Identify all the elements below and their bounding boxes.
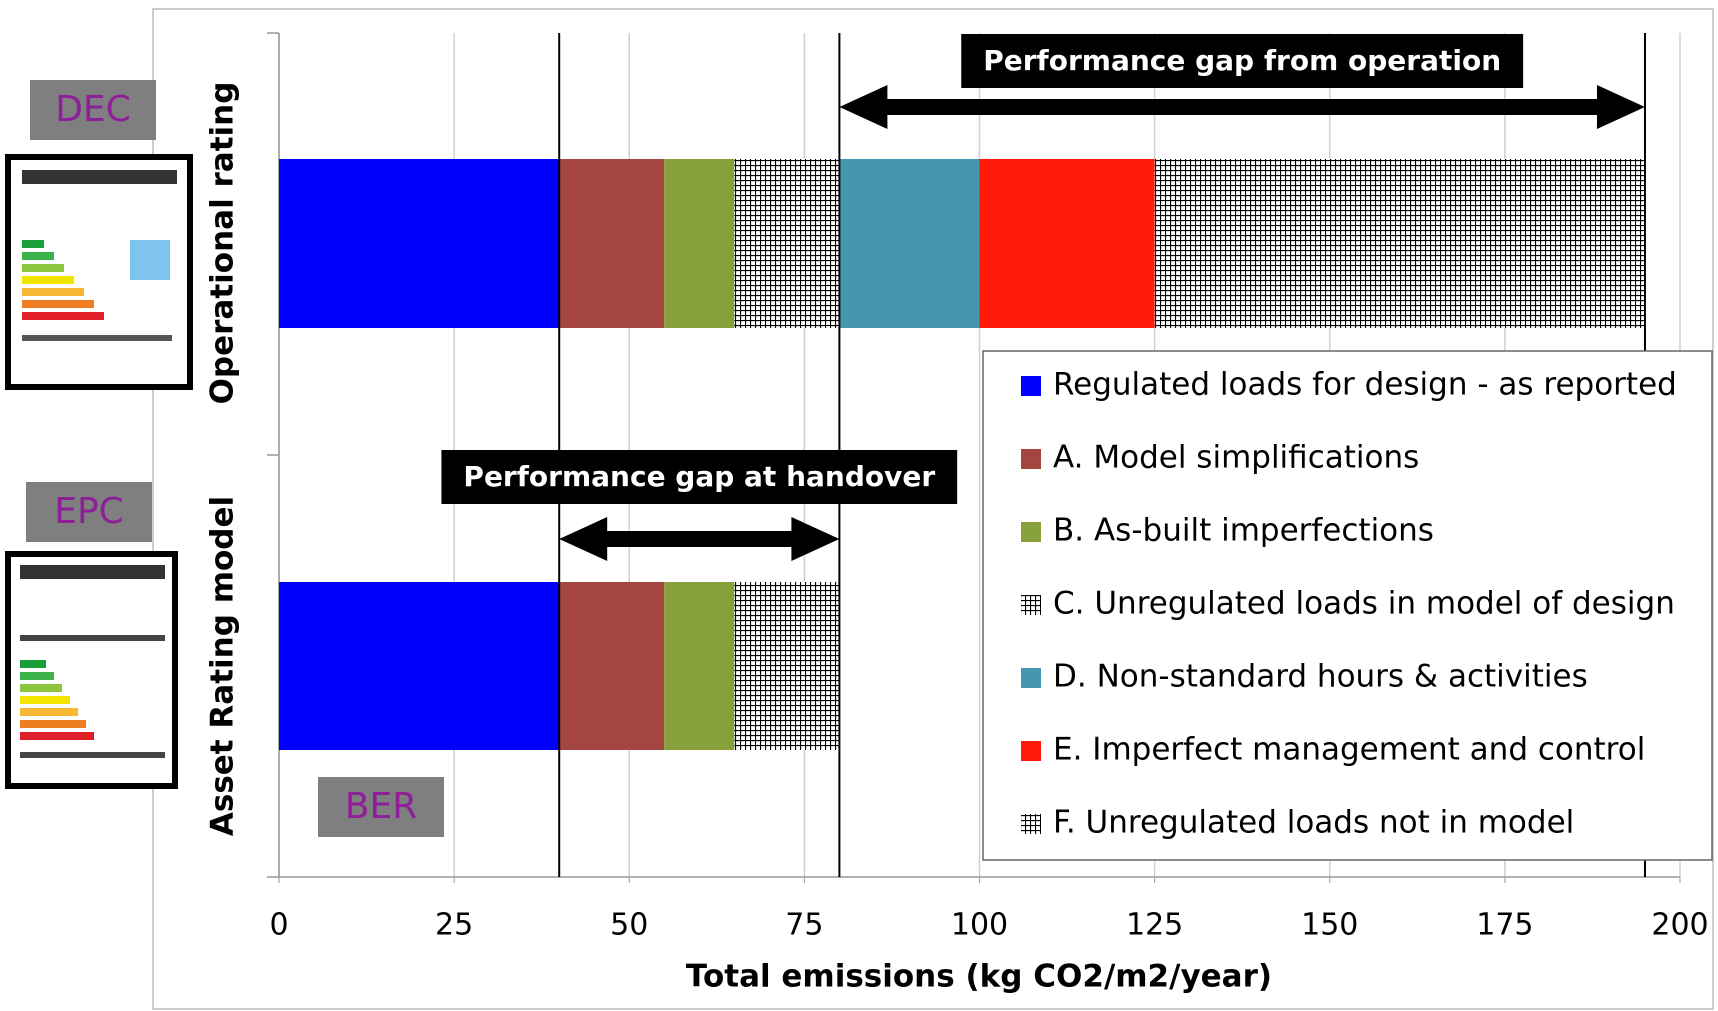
legend-swatch <box>1021 449 1041 469</box>
x-tick-label: 100 <box>951 908 1008 943</box>
legend-swatch <box>1021 595 1041 615</box>
bar-segment <box>279 582 559 750</box>
certificate-thumbnail <box>8 157 190 387</box>
annotation-text: Performance gap from operation <box>983 44 1501 77</box>
page: DEC EPC BER Operational rating Asset Rat… <box>0 0 1718 1011</box>
bar-segment <box>279 159 559 328</box>
legend-swatch <box>1021 814 1041 834</box>
legend-label: B. As-built imperfections <box>1053 513 1434 549</box>
x-axis-label: Total emissions (kg CO2/m2/year) <box>686 959 1272 995</box>
x-tick-label: 25 <box>435 908 473 943</box>
bar-segment <box>559 159 664 328</box>
bar-segment <box>664 159 734 328</box>
badge: DEC <box>55 89 131 130</box>
legend-swatch <box>1021 668 1041 688</box>
x-tick-label: 125 <box>1126 908 1183 943</box>
legend-label: C. Unregulated loads in model of design <box>1053 586 1675 622</box>
x-tick-label: 0 <box>269 908 288 943</box>
bar-segment <box>559 582 664 750</box>
x-tick-label: 50 <box>610 908 648 943</box>
annotation-text: Performance gap at handover <box>463 460 935 493</box>
chart: DEC EPC BER Operational rating Asset Rat… <box>0 0 1718 1011</box>
legend-label: F. Unregulated loads not in model <box>1053 805 1574 841</box>
x-tick-label: 175 <box>1476 908 1533 943</box>
bar-segment <box>980 159 1155 328</box>
x-tick-label: 150 <box>1301 908 1358 943</box>
bar-segment <box>1155 159 1645 328</box>
bar-segment <box>839 159 979 328</box>
legend-swatch <box>1021 376 1041 396</box>
badge: BER <box>345 786 417 827</box>
annotation-arrow <box>559 517 839 561</box>
legend-swatch <box>1021 522 1041 542</box>
x-tick-label: 200 <box>1651 908 1708 943</box>
category-label: Operational rating <box>205 82 241 405</box>
legend-label: D. Non-standard hours & activities <box>1053 659 1588 695</box>
bar-segment <box>734 582 839 750</box>
badge: EPC <box>54 491 124 532</box>
x-tick-label: 75 <box>785 908 823 943</box>
category-label: Asset Rating model <box>205 496 241 836</box>
legend: Regulated loads for design - as reported… <box>983 351 1712 860</box>
legend-swatch <box>1021 741 1041 761</box>
bar-segment <box>734 159 839 328</box>
legend-label: Regulated loads for design - as reported <box>1053 367 1677 403</box>
annotation-arrow <box>839 85 1645 129</box>
legend-label: A. Model simplifications <box>1053 440 1419 476</box>
legend-label: E. Imperfect management and control <box>1053 732 1645 768</box>
bar-segment <box>664 582 734 750</box>
certificate-thumbnail <box>8 554 175 786</box>
